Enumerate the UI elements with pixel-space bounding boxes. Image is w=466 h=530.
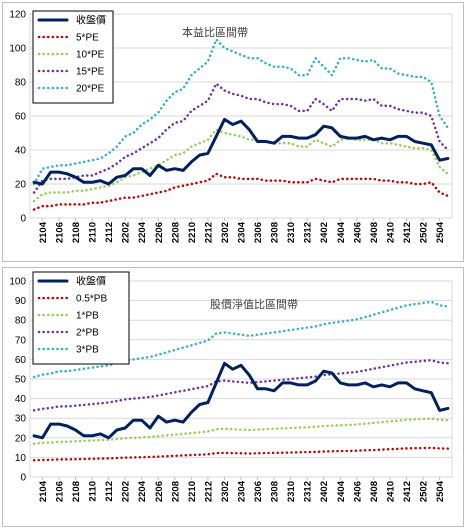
- x-tick-label: 2302: [220, 481, 231, 502]
- y-tick-label: 60: [15, 355, 27, 366]
- y-tick-label: 70: [15, 335, 27, 346]
- legend-label: 20*PE: [76, 84, 105, 95]
- x-tick-label: 2306: [253, 481, 264, 502]
- x-tick-label: 2206: [154, 222, 165, 243]
- legend-box: [32, 10, 114, 104]
- x-tick-label: 2306: [253, 222, 264, 243]
- x-tick-label: 2402: [319, 481, 330, 502]
- x-tick-label: 2206: [154, 481, 165, 502]
- x-tick-label: 2312: [303, 222, 314, 243]
- price-line-pe-0: [32, 117, 450, 186]
- x-tick-label: 2504: [435, 221, 446, 243]
- legend-label: 收盤價: [76, 275, 106, 288]
- x-tick-label: 2110: [88, 222, 99, 243]
- band-line-pb-4: [32, 300, 450, 379]
- y-tick-label: 80: [15, 316, 27, 327]
- x-tick-label: 2304: [237, 480, 248, 502]
- y-tick-label: 90: [15, 296, 27, 307]
- y-tick-label: 120: [9, 10, 26, 21]
- x-tick-label: 2310: [286, 481, 297, 502]
- legend-label: 1*PB: [76, 311, 99, 322]
- x-tick-label: 2308: [270, 222, 281, 243]
- y-tick-label: 40: [15, 146, 27, 157]
- y-tick-label: 100: [9, 44, 26, 55]
- x-tick-label: 2204: [137, 221, 148, 243]
- y-tick-label: 0: [20, 473, 26, 484]
- x-tick-label: 2502: [419, 481, 430, 502]
- legend-label: 2*PB: [76, 328, 99, 339]
- band-line-pb-2: [32, 417, 450, 445]
- x-tick-label: 2310: [286, 222, 297, 243]
- y-tick-label: 20: [15, 433, 27, 444]
- x-tick-label: 2110: [88, 481, 99, 502]
- pb-band-chart-svg: 0 10 20 30 40 50 60 70 80 90 100 2104 2106 2108 2110 21…: [2, 267, 464, 527]
- y-tick-label: 50: [15, 375, 27, 386]
- legend-label: 0.5*PB: [76, 294, 107, 305]
- band-line-pb-3: [32, 358, 450, 412]
- y-tick-label: 60: [15, 112, 27, 123]
- pe-band-chart-svg: 0 20 40 60 80 100 120 2104 2106 2108 2110 2112 2202 2…: [2, 2, 464, 262]
- band-line-pe-2: [32, 128, 450, 203]
- x-tick-label: 2210: [187, 222, 198, 243]
- chart-title: 本益比區間帶: [182, 25, 248, 39]
- y-tick-label: 20: [15, 180, 27, 191]
- x-tick-label: 2312: [303, 481, 314, 502]
- x-tick-label: 2412: [402, 481, 413, 502]
- legend-label: 5*PE: [76, 33, 99, 44]
- x-tick-label: 2404: [336, 221, 347, 243]
- x-tick-label: 2212: [203, 481, 214, 502]
- x-tick-label: 2202: [121, 481, 132, 502]
- y-tick-label: 30: [15, 414, 27, 425]
- x-tick-label: 2402: [319, 222, 330, 243]
- legend: 收盤價 0.5*PB 1*PB 2*PB 3*PB: [32, 271, 130, 365]
- x-tick-label: 2308: [270, 481, 281, 502]
- x-tick-label: 2212: [203, 222, 214, 243]
- x-tick-label: 2106: [54, 222, 65, 243]
- x-tick-label: 2208: [170, 481, 181, 502]
- x-tick-label: 2412: [402, 222, 413, 243]
- chart-title: 股價淨值比區間帶: [210, 297, 298, 311]
- x-tick-label: 2504: [435, 480, 446, 502]
- x-tick-label: 2408: [369, 222, 380, 243]
- y-tick-label: 100: [9, 277, 26, 288]
- price-line-pb-0: [32, 361, 450, 440]
- pb-band-chart: 0 10 20 30 40 50 60 70 80 90 100 2104 2106 2108 2110 21…: [0, 265, 466, 530]
- x-tick-label: 2202: [121, 222, 132, 243]
- band-line-pe-4: [32, 38, 450, 186]
- x-tick-label: 2108: [71, 222, 82, 243]
- band-line-pe-1: [32, 172, 450, 211]
- x-tick-label: 2106: [54, 481, 65, 502]
- x-tick-label: 2502: [419, 222, 430, 243]
- x-tick-label: 2404: [336, 480, 347, 502]
- y-tick-label: 80: [15, 78, 27, 89]
- pe-band-chart: 0 20 40 60 80 100 120 2104 2106 2108 2110 2112 2202 2…: [2, 2, 464, 262]
- legend-label: 10*PE: [76, 50, 105, 61]
- x-tick-label: 2408: [369, 481, 380, 502]
- x-tick-label: 2304: [237, 221, 248, 243]
- x-tick-label: 2208: [170, 222, 181, 243]
- y-tick-label: 0: [20, 214, 26, 225]
- x-tick-label: 2406: [352, 222, 363, 243]
- y-tick-label: 40: [15, 394, 27, 405]
- x-tick-label: 2108: [71, 481, 82, 502]
- legend-label: 15*PE: [76, 67, 105, 78]
- x-tick-label: 2210: [187, 481, 198, 502]
- legend-label: 收盤價: [76, 14, 106, 27]
- legend-label: 3*PB: [76, 345, 99, 356]
- x-tick-label: 2112: [104, 222, 115, 243]
- x-tick-label: 2302: [220, 222, 231, 243]
- legend: 收盤價 5*PE 10*PE 15*PE 20*PE: [32, 10, 114, 104]
- x-tick-label: 2410: [385, 222, 396, 243]
- x-tick-label: 2104: [38, 480, 49, 502]
- x-tick-label: 2406: [352, 481, 363, 502]
- band-line-pb-1: [32, 446, 450, 462]
- x-tick-label: 2204: [137, 480, 148, 502]
- x-tick-label: 2112: [104, 481, 115, 502]
- x-tick-label: 2104: [38, 221, 49, 243]
- y-tick-label: 10: [15, 453, 27, 464]
- x-tick-label: 2410: [385, 481, 396, 502]
